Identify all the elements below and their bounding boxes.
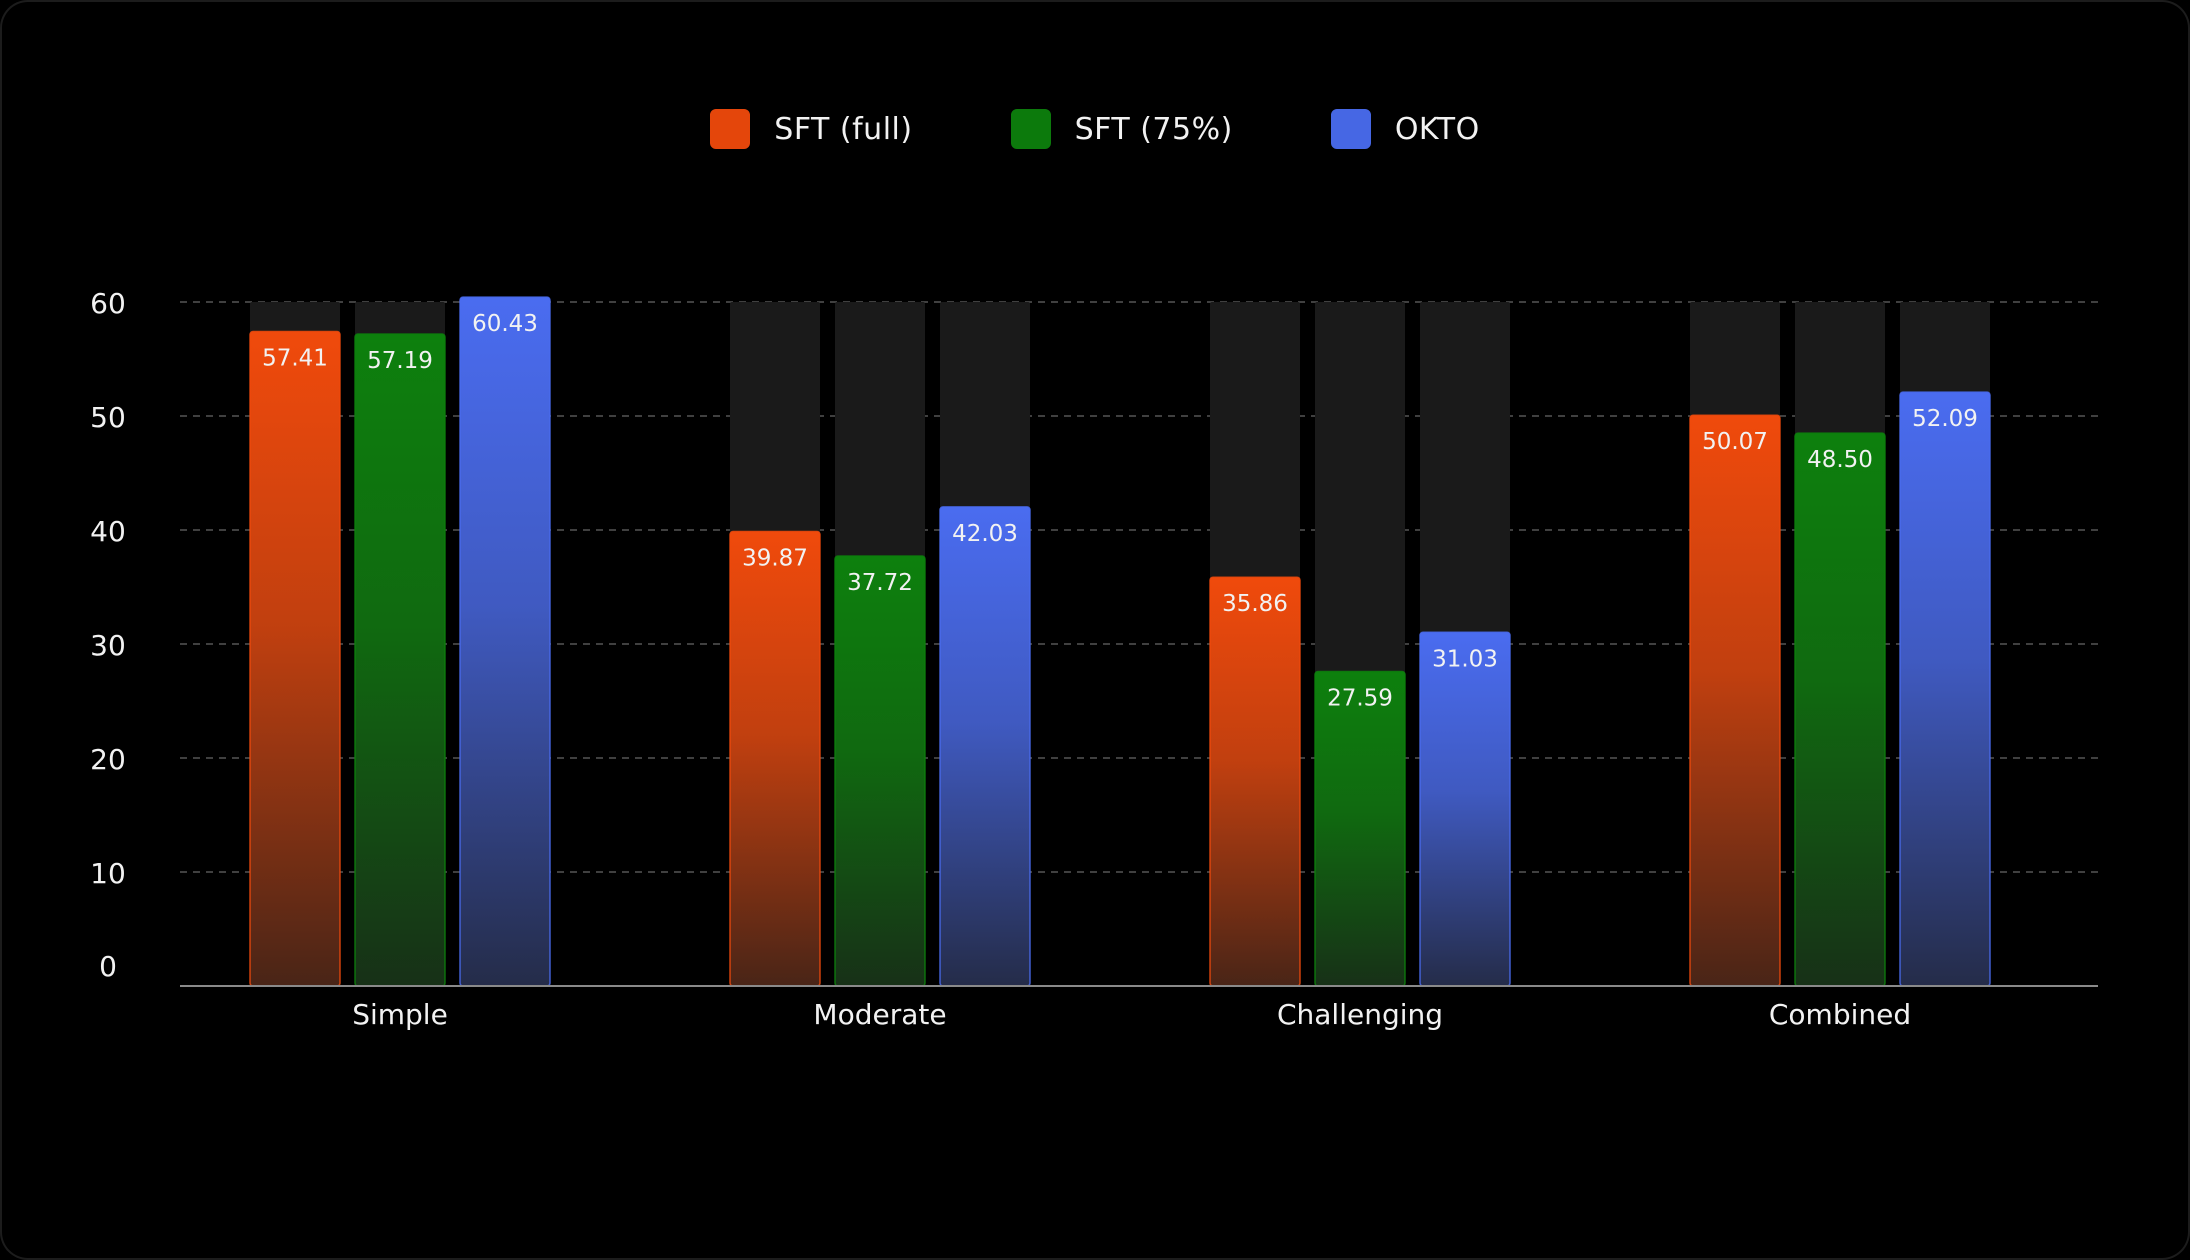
value-label-sft-full-simple: 57.41 bbox=[262, 346, 328, 372]
bars bbox=[249, 296, 1991, 987]
axes: 0 10 20 30 40 50 60 Simple Moderate Challenging Co… bbox=[90, 287, 2098, 1031]
y-tick-label: 0 bbox=[99, 950, 117, 983]
legend-label-okto: OKTO bbox=[1394, 111, 1480, 147]
x-tick-label-challenging: Challenging bbox=[1277, 998, 1443, 1031]
y-tick-label: 30 bbox=[90, 629, 126, 662]
legend-swatch-okto bbox=[1330, 109, 1371, 149]
value-label-sft-75-simple: 57.19 bbox=[367, 348, 433, 374]
value-label-sft-75-moderate: 37.72 bbox=[847, 570, 913, 596]
bar-okto-combined bbox=[1899, 391, 1991, 987]
bar-sft-75-simple bbox=[354, 333, 446, 987]
bar-sft-full-moderate bbox=[729, 530, 821, 987]
legend-label-sft-75: SFT (75%) bbox=[1074, 111, 1233, 147]
legend-item-sft-full: SFT (full) bbox=[710, 109, 912, 149]
value-label-okto-simple: 60.43 bbox=[472, 311, 538, 337]
bar-sft-full-combined bbox=[1689, 414, 1781, 987]
bar-sft-75-moderate bbox=[834, 555, 926, 987]
value-label-okto-challenging: 31.03 bbox=[1432, 646, 1498, 672]
bar-okto-simple bbox=[459, 296, 551, 987]
y-tick-label: 50 bbox=[90, 401, 126, 434]
value-label-sft-full-challenging: 35.86 bbox=[1222, 591, 1288, 617]
bar-sft-75-challenging bbox=[1314, 670, 1406, 987]
y-tick-label: 10 bbox=[90, 857, 126, 890]
y-tick-label: 40 bbox=[90, 515, 126, 548]
legend-swatch-sft-full bbox=[710, 109, 751, 149]
bar-sft-full-challenging bbox=[1209, 576, 1301, 987]
legend-label-sft-full: SFT (full) bbox=[774, 111, 913, 147]
legend: SFT (full) SFT (75%) OKTO bbox=[0, 104, 2190, 154]
x-tick-label-combined: Combined bbox=[1769, 998, 1911, 1031]
x-tick-label-moderate: Moderate bbox=[813, 998, 946, 1031]
value-label-okto-moderate: 42.03 bbox=[952, 521, 1018, 547]
bar-okto-challenging bbox=[1419, 631, 1511, 987]
bar-okto-moderate bbox=[939, 506, 1031, 987]
legend-item-sft-75: SFT (75%) bbox=[1010, 109, 1233, 149]
bar-sft-full-simple bbox=[249, 330, 341, 987]
value-label-okto-combined: 52.09 bbox=[1912, 406, 1978, 432]
legend-item-okto: OKTO bbox=[1330, 109, 1480, 149]
y-tick-label: 20 bbox=[90, 743, 126, 776]
y-tick-label: 60 bbox=[90, 287, 126, 320]
value-label-sft-75-challenging: 27.59 bbox=[1327, 685, 1393, 711]
value-label-sft-full-combined: 50.07 bbox=[1702, 429, 1768, 455]
value-label-sft-75-combined: 48.50 bbox=[1807, 447, 1873, 473]
legend-swatch-sft-75 bbox=[1010, 109, 1051, 149]
bar-sft-75-combined bbox=[1794, 432, 1886, 987]
x-tick-label-simple: Simple bbox=[352, 998, 448, 1031]
value-labels: 57.41 57.19 60.43 39.87 37.72 42.03 35.86 27.59… bbox=[262, 311, 1978, 711]
value-label-sft-full-moderate: 39.87 bbox=[742, 545, 808, 571]
